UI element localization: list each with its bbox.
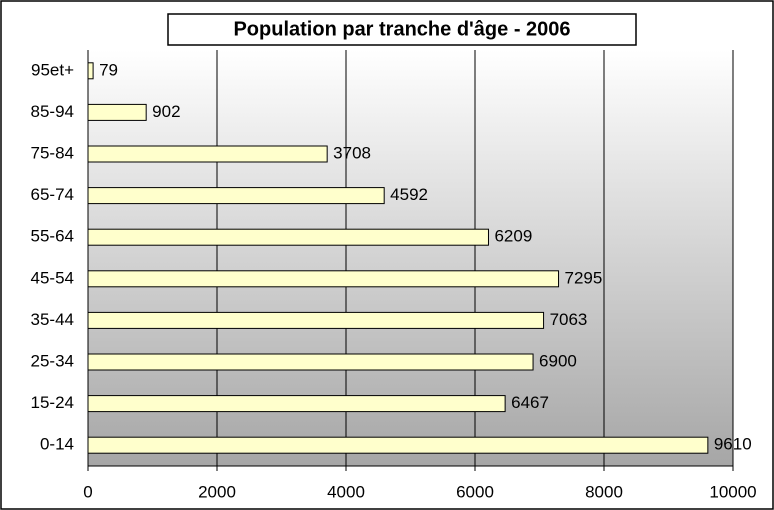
data-label: 6209 <box>494 227 532 246</box>
x-tick-label: 0 <box>83 482 92 501</box>
bar <box>87 103 147 121</box>
bar <box>87 395 506 413</box>
data-label: 902 <box>152 102 180 121</box>
data-label: 7063 <box>550 310 588 329</box>
bar <box>87 270 560 288</box>
x-tick-label: 6000 <box>456 482 494 501</box>
data-label: 9610 <box>714 435 752 454</box>
x-tick-label: 10000 <box>709 482 756 501</box>
x-tick-label: 2000 <box>198 482 236 501</box>
data-label: 6900 <box>539 351 577 370</box>
title-box <box>167 13 637 46</box>
y-tick-label: 45-54 <box>31 268 74 287</box>
y-tick-label: 25-34 <box>31 351 74 370</box>
bar <box>87 145 328 163</box>
y-tick-label: 85-94 <box>31 102 74 121</box>
y-tick-label: 15-24 <box>31 393 74 412</box>
bar <box>87 187 385 205</box>
y-tick-label: 65-74 <box>31 185 74 204</box>
x-tick-label: 8000 <box>585 482 623 501</box>
y-tick-label: 75-84 <box>31 143 74 162</box>
bar <box>87 228 489 246</box>
data-label: 3708 <box>333 143 371 162</box>
bar <box>87 353 534 371</box>
y-tick-label: 35-44 <box>31 310 74 329</box>
bar <box>87 311 545 329</box>
data-label: 6467 <box>511 393 549 412</box>
x-tick-label: 4000 <box>327 482 365 501</box>
y-tick-label: 0-14 <box>40 435 74 454</box>
data-label: 7295 <box>565 268 603 287</box>
data-label: 79 <box>99 60 118 79</box>
chart-title: Population par tranche d'âge - 2006 <box>233 18 570 40</box>
bar <box>87 436 709 454</box>
data-label: 4592 <box>390 185 428 204</box>
y-tick-label: 55-64 <box>31 227 74 246</box>
bar <box>87 62 94 80</box>
y-tick-label: 95et+ <box>31 60 74 79</box>
